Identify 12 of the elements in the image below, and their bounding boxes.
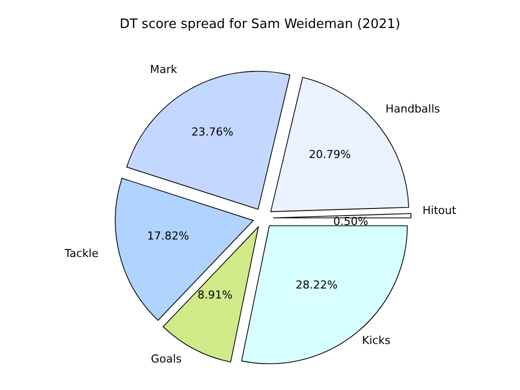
- data-label: 28.22%: [296, 278, 338, 292]
- data-label: 20.79%: [308, 148, 351, 161]
- slice-label: Tackle: [64, 247, 99, 260]
- slice-label: Mark: [150, 63, 178, 76]
- data-label: 8.91%: [197, 288, 232, 302]
- data-label: 17.82%: [147, 229, 190, 242]
- chart-title: DT score spread for Sam Weideman (2021): [118, 17, 402, 32]
- slice-label: Hitout: [422, 204, 457, 217]
- data-label: 23.76%: [191, 126, 234, 139]
- slice-label: Goals: [150, 352, 182, 366]
- slice-label: Handballs: [385, 102, 440, 116]
- slice-label: Kicks: [362, 334, 391, 348]
